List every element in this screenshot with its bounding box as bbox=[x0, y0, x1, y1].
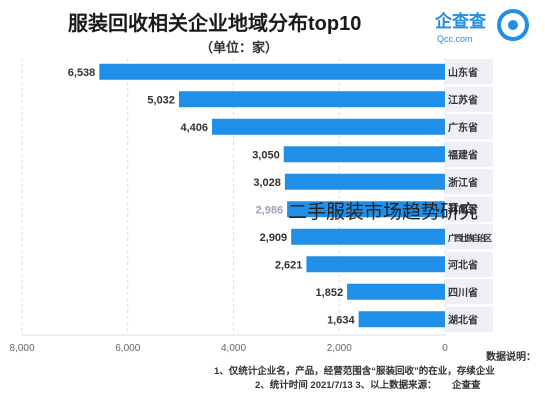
bars bbox=[99, 63, 446, 328]
category-label: 福建省 bbox=[447, 148, 478, 161]
notes-line-2: 2、统计时间 2021/7/13 3、以上数据来源： bbox=[255, 379, 437, 391]
x-tick-label: 0 bbox=[442, 343, 448, 354]
category-label-cell bbox=[445, 59, 493, 85]
value-label: 4,406 bbox=[181, 122, 209, 134]
bar bbox=[212, 118, 445, 135]
category-label: 浙江省 bbox=[448, 176, 478, 189]
category-label: 江苏省 bbox=[448, 93, 478, 106]
value-label: 2,986 bbox=[256, 204, 284, 216]
chart-header: 服装回收相关企业地域分布top10 （单位：家） bbox=[68, 11, 361, 55]
category-label: 四川省 bbox=[448, 286, 478, 299]
logo-circle-icon bbox=[497, 9, 529, 41]
bar bbox=[287, 201, 445, 218]
value-label: 3,050 bbox=[252, 149, 280, 161]
x-tick-label: 4,000 bbox=[221, 343, 246, 354]
brand-logo: 企查查 Qcc.com bbox=[434, 9, 529, 44]
category-label: 湖北省 bbox=[448, 313, 478, 326]
bar bbox=[284, 173, 445, 190]
category-label-cell bbox=[445, 224, 493, 250]
category-label-cell bbox=[445, 141, 493, 167]
notes-line-1: 1、仅统计企业名，产品，经营范围含“服装回收”的在业，存续企业 bbox=[214, 365, 495, 377]
bar bbox=[99, 63, 445, 80]
value-label: 1,852 bbox=[316, 287, 344, 299]
category-label-cell bbox=[445, 169, 493, 195]
category-label: 河北省 bbox=[448, 258, 478, 271]
bar bbox=[291, 228, 445, 245]
category-label-cell bbox=[445, 251, 493, 277]
category-label-backgrounds bbox=[445, 59, 493, 332]
data-notes: 数据说明： 1、仅统计企业名，产品，经营范围含“服装回收”的在业，存续企业 2、… bbox=[214, 350, 536, 391]
bar bbox=[358, 311, 445, 328]
x-tick-label: 8,000 bbox=[9, 343, 34, 354]
notes-line-2-brand: 企查查 bbox=[451, 379, 481, 391]
watermark-text: 二手服装市场趋势研究 bbox=[288, 201, 478, 223]
bar bbox=[283, 146, 445, 163]
x-tick-labels: 0 2,000 4,000 6,000 8,000 bbox=[9, 343, 448, 354]
logo-dot-icon bbox=[508, 20, 518, 30]
brand-subtext: Qcc.com bbox=[437, 34, 473, 44]
notes-heading: 数据说明： bbox=[486, 350, 536, 363]
category-label: 广西壮族自治区 bbox=[448, 233, 492, 243]
category-label: 广东省 bbox=[448, 121, 478, 134]
category-label-cell bbox=[445, 114, 493, 140]
value-label: 6,538 bbox=[68, 67, 96, 79]
value-label: 5,032 bbox=[147, 94, 175, 106]
category-label: 山东省 bbox=[448, 66, 478, 79]
category-label-cell bbox=[445, 306, 493, 332]
category-label: 河南省 bbox=[448, 203, 478, 216]
unit-label: （单位：家） bbox=[200, 40, 278, 55]
category-label-cell bbox=[445, 86, 493, 112]
value-labels: 6,538 5,032 4,406 3,050 3,028 2,986 2,909 2,621… bbox=[68, 67, 356, 327]
category-label-cell bbox=[445, 279, 493, 305]
value-label: 2,621 bbox=[275, 259, 303, 271]
value-label: 1,634 bbox=[327, 314, 355, 326]
value-label: 3,028 bbox=[253, 177, 281, 189]
category-label-cell bbox=[445, 196, 493, 222]
chart-title: 服装回收相关企业地域分布top10 bbox=[68, 11, 361, 35]
x-tick-label: 6,000 bbox=[115, 343, 140, 354]
value-label: 2,909 bbox=[260, 232, 288, 244]
bar bbox=[306, 256, 445, 273]
bar bbox=[178, 91, 446, 108]
brand-name: 企查查 bbox=[434, 11, 487, 31]
x-tick-label: 2,000 bbox=[327, 343, 352, 354]
bar bbox=[347, 283, 445, 300]
